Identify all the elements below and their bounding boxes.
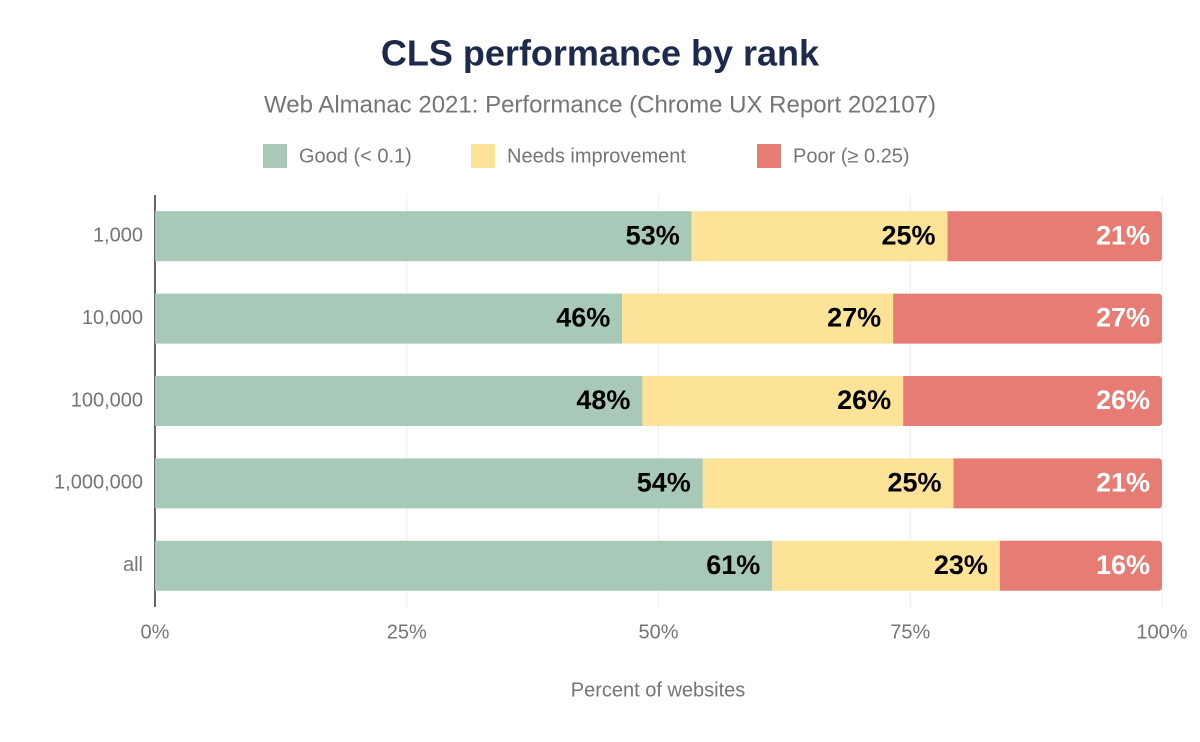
- data-label: 61%: [706, 550, 760, 580]
- data-label: 53%: [626, 220, 680, 250]
- data-label: 23%: [934, 550, 988, 580]
- x-tick-label: 75%: [890, 621, 930, 643]
- y-tick-label: 1,000: [93, 224, 143, 246]
- data-label: 46%: [556, 303, 610, 333]
- bar-segment: [642, 376, 904, 426]
- x-tick-label: 0%: [141, 621, 170, 643]
- legend-label: Good (< 0.1): [299, 145, 412, 167]
- bar-segment: [155, 540, 773, 591]
- bar-segment: [155, 376, 643, 426]
- bar-segment: [999, 540, 1162, 591]
- y-tick-label: 100,000: [71, 389, 143, 411]
- bar-segment: [903, 376, 1162, 426]
- chart-subtitle: Web Almanac 2021: Performance (Chrome UX…: [264, 91, 936, 118]
- x-axis-label: Percent of websites: [571, 679, 746, 701]
- bar-segment: [893, 293, 1162, 344]
- data-label: 27%: [1096, 303, 1150, 333]
- bar-segment: [953, 458, 1162, 509]
- bar-segment: [155, 211, 692, 262]
- chart-title: CLS performance by rank: [381, 33, 820, 74]
- bar-segment: [155, 458, 703, 509]
- bar-segment: [772, 540, 1000, 591]
- data-label: 48%: [576, 385, 630, 415]
- data-label: 21%: [1096, 468, 1150, 498]
- bar-segment: [947, 211, 1162, 262]
- x-tick-label: 50%: [638, 621, 678, 643]
- legend-swatch: [263, 144, 287, 168]
- y-tick-label: 10,000: [82, 307, 143, 329]
- legend-label: Needs improvement: [507, 145, 686, 167]
- data-label: 21%: [1096, 220, 1150, 250]
- data-label: 25%: [888, 468, 942, 498]
- data-label: 26%: [837, 385, 891, 415]
- bar-segment: [155, 293, 623, 344]
- data-label: 54%: [637, 468, 691, 498]
- y-tick-label: all: [123, 554, 143, 576]
- legend-swatch: [471, 144, 495, 168]
- data-label: 25%: [881, 220, 935, 250]
- legend-label: Poor (≥ 0.25): [793, 145, 910, 167]
- legend-swatch: [757, 144, 781, 168]
- data-label: 16%: [1096, 550, 1150, 580]
- data-label: 27%: [827, 303, 881, 333]
- bar-segment: [622, 293, 894, 344]
- y-tick-label: 1,000,000: [54, 472, 143, 494]
- x-tick-label: 25%: [387, 621, 427, 643]
- x-tick-label: 100%: [1136, 621, 1187, 643]
- bar-segment: [702, 458, 954, 509]
- bar-segment: [691, 211, 948, 262]
- data-label: 26%: [1096, 385, 1150, 415]
